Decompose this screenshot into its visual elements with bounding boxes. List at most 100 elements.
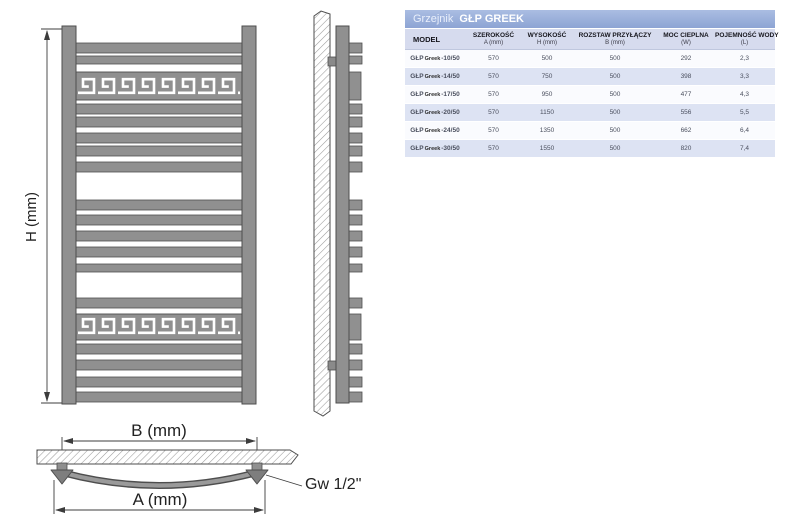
model-cell: GŁPGreek-14/50: [405, 67, 465, 86]
model-series: Greek: [424, 92, 441, 98]
model-brand: GŁP: [410, 91, 424, 98]
radiator-bar-stub: [348, 263, 363, 273]
model-series: Greek: [424, 74, 441, 80]
column-header: MODEL: [405, 29, 465, 50]
model-brand: GŁP: [410, 127, 424, 134]
value-cell: 556: [658, 103, 714, 122]
spec-table-title: Grzejnik GŁP GREEK: [405, 10, 775, 28]
value-cell: 500: [522, 49, 572, 68]
model-series: Greek: [424, 128, 441, 134]
radiator-bar-stub: [348, 246, 363, 258]
value-cell: 3,3: [714, 67, 775, 86]
header-row: MODEL SZEROKOŚĆ A (mm) WYSOKOŚĆ H (mm) ROZSTA…: [405, 29, 779, 50]
value-cell: 1150: [522, 103, 572, 122]
value-cell: 2,3: [714, 49, 775, 68]
value-cell: 570: [465, 85, 522, 104]
radiator-technical-drawing: H (mm) B (mm): [23, 10, 363, 514]
height-dimension: [41, 28, 62, 404]
radiator-bar-stub: [348, 391, 363, 403]
front-bars: [73, 42, 245, 403]
radiator-bar-stub: [348, 343, 363, 355]
model-brand: GŁP: [410, 55, 424, 62]
model-size: -30/50: [441, 145, 460, 152]
column-header-unit: H (mm): [537, 40, 557, 46]
radiator-bar: [73, 145, 245, 157]
radiator-bar: [73, 214, 245, 226]
column-header-unit: B (mm): [605, 40, 625, 46]
curved-bar: [61, 470, 258, 488]
column-header: ROZSTAW PRZYŁĄCZY B (mm): [572, 29, 658, 50]
value-cell: 6,4: [714, 121, 775, 140]
radiator-bar: [73, 246, 245, 258]
model-series: Greek: [424, 110, 441, 116]
value-cell: 500: [572, 103, 658, 122]
radiator-bar-stub: [348, 214, 363, 226]
model-series: Greek: [424, 56, 441, 62]
wall-plan-section: [36, 449, 299, 465]
greek-band-bottom: [73, 313, 245, 341]
radiator-bar: [73, 297, 245, 309]
value-cell: 292: [658, 49, 714, 68]
radiator-bar: [73, 391, 245, 403]
width-dimension-label: A (mm): [133, 490, 188, 509]
bottom-view: B (mm) Gw 1/2" A (mm): [36, 421, 361, 514]
value-cell: 398: [658, 67, 714, 86]
value-cell: 7,4: [714, 139, 775, 158]
radiator-bar-stub: [348, 42, 363, 54]
radiator-bar: [73, 343, 245, 355]
value-cell: 500: [572, 67, 658, 86]
radiator-bar-stub: [348, 145, 363, 157]
table-title-prefix: Grzejnik: [413, 13, 454, 25]
radiator-bar-stub: [348, 116, 363, 128]
value-cell: 5,5: [714, 103, 775, 122]
spec-table-head: MODEL SZEROKOŚĆ A (mm) WYSOKOŚĆ H (mm) ROZSTA…: [405, 29, 779, 50]
radiator-bar-stub: [348, 359, 363, 371]
value-cell: 570: [465, 67, 522, 86]
table-row: GŁPGreek-30/50 570 1550 500 820 7,4: [405, 139, 775, 158]
column-header: WYSOKOŚĆ H (mm): [522, 29, 572, 50]
radiator-bar-stub: [348, 103, 363, 115]
column-header-label: MOC CIEPLNA: [663, 32, 709, 39]
greek-band-top: [73, 71, 245, 101]
greek-meander-pattern: [78, 316, 240, 336]
radiator-bar-stub: [348, 297, 363, 309]
value-cell: 500: [572, 49, 658, 68]
value-cell: 1550: [522, 139, 572, 158]
model-cell: GŁPGreek-10/50: [405, 49, 465, 68]
column-header: POJEMNOŚĆ WODY (L): [714, 29, 779, 50]
column-header-label: ROZSTAW PRZYŁĄCZY: [578, 32, 652, 39]
value-cell: 477: [658, 85, 714, 104]
model-size: -17/50: [441, 91, 460, 98]
value-cell: 1350: [522, 121, 572, 140]
side-view: [313, 10, 363, 417]
value-cell: 750: [522, 67, 572, 86]
radiator-bar-stub: [348, 376, 363, 388]
radiator-bar-stub: [348, 55, 363, 65]
radiator-bar: [73, 132, 245, 144]
model-size: -20/50: [441, 109, 460, 116]
side-rail: [335, 25, 350, 404]
pipe-spacing-dimension-label: B (mm): [131, 421, 187, 440]
width-dimension: [53, 480, 266, 514]
column-header-unit: (L): [740, 40, 749, 46]
spec-table: Grzejnik GŁP GREEK MODEL SZEROKOŚĆ A (mm) W…: [405, 10, 779, 158]
right-connection-fitting: [245, 462, 269, 485]
left-connection-fitting: [50, 462, 74, 485]
column-header-label: SZEROKOŚĆ: [472, 32, 515, 39]
table-row: GŁPGreek-10/50 570 500 500 292 2,3: [405, 49, 775, 68]
column-header-label: MODEL: [413, 34, 441, 44]
thread-leader-line: [265, 474, 303, 487]
table-row: GŁPGreek-24/50 570 1350 500 662 6,4: [405, 121, 775, 140]
greek-meander-pattern: [78, 76, 240, 96]
column-header: SZEROKOŚĆ A (mm): [465, 29, 522, 50]
radiator-bar: [73, 230, 245, 242]
model-brand: GŁP: [410, 109, 424, 116]
front-view: H (mm): [23, 25, 257, 405]
table-title-product: GŁP GREEK: [459, 13, 524, 25]
radiator-bar-stub: [348, 161, 363, 173]
column-header: MOC CIEPLNA (W): [658, 29, 714, 50]
greek-band-side-bottom: [348, 313, 362, 341]
value-cell: 570: [465, 49, 522, 68]
column-header-unit: A (mm): [483, 40, 504, 46]
